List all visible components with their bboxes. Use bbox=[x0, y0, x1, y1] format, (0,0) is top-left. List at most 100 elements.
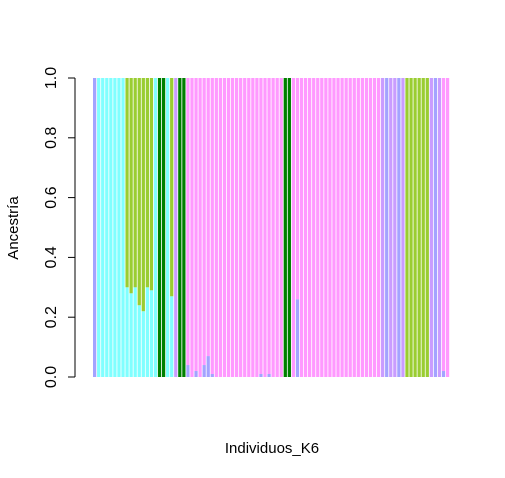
bar-segment-pink bbox=[445, 78, 450, 377]
bar-segment-lavender bbox=[259, 374, 263, 377]
bar-segment-lilac bbox=[429, 78, 433, 377]
bar-segment-olive bbox=[413, 78, 417, 377]
bar-segment-green bbox=[182, 78, 186, 377]
bar-segment-lavender bbox=[397, 78, 401, 377]
bar-segment-cyan bbox=[133, 287, 137, 377]
bar-segment-olive bbox=[405, 78, 409, 377]
bar-segment-cyan bbox=[141, 311, 145, 377]
bar-segment-pink bbox=[316, 78, 320, 377]
bar-segment-lavender bbox=[295, 299, 300, 377]
bar-segment-olive bbox=[133, 78, 137, 288]
bar-segment-pink bbox=[364, 78, 369, 377]
bar-segment-cyan bbox=[166, 78, 170, 377]
bar-segment-pink bbox=[352, 78, 356, 377]
bar-segment-lavender bbox=[441, 371, 446, 377]
bar-segment-pink bbox=[230, 78, 235, 377]
bar-segment-pink bbox=[190, 78, 194, 377]
bar-segment-cyan bbox=[125, 287, 129, 377]
bar-segment-cyan bbox=[117, 78, 121, 377]
bar-segment-pink bbox=[243, 78, 247, 377]
bar-segment-lavender bbox=[202, 365, 206, 377]
bar-segment-pink bbox=[186, 78, 190, 366]
bar-segment-pink bbox=[299, 78, 304, 377]
bar-segment-pink bbox=[194, 78, 198, 372]
bar-segment-pink bbox=[368, 78, 373, 377]
y-tick-label: 0.4 bbox=[43, 246, 60, 268]
bar-segment-pink bbox=[275, 78, 279, 377]
bar-segment-cyan bbox=[97, 78, 101, 377]
bar-segment-pink bbox=[271, 78, 275, 377]
bar-segment-lilac bbox=[174, 78, 178, 377]
bar-segment-lavender bbox=[206, 356, 210, 377]
bar-segment-pink bbox=[340, 78, 344, 377]
bar-segment-pink bbox=[336, 78, 340, 377]
bar-segment-cyan bbox=[105, 78, 109, 377]
bar-segment-pink bbox=[312, 78, 316, 377]
bar-segment-lavender bbox=[194, 371, 198, 377]
bar-segment-pink bbox=[210, 78, 214, 375]
y-tick-label: 1.0 bbox=[43, 67, 60, 89]
bar-segment-cyan bbox=[113, 78, 117, 377]
bar-segment-pink bbox=[214, 78, 218, 377]
bar-segment-cyan bbox=[170, 296, 174, 377]
bar-segment-olive bbox=[421, 78, 425, 377]
bar-segment-pink bbox=[291, 78, 296, 377]
bar-segment-green bbox=[283, 78, 287, 377]
bar-segment-cyan bbox=[145, 287, 149, 377]
bar-segment-pink bbox=[247, 78, 251, 377]
bar-segment-pink bbox=[226, 78, 231, 377]
bar-segment-lilac bbox=[393, 78, 397, 377]
bar-segment-pink bbox=[222, 78, 227, 377]
bar-segment-lavender bbox=[186, 365, 190, 377]
bar-segment-lavender bbox=[267, 374, 271, 377]
y-tick-label: 0.8 bbox=[43, 127, 60, 149]
bar-segment-olive bbox=[125, 78, 129, 288]
bar-segment-lilac bbox=[381, 78, 385, 377]
bar-segment-pink bbox=[202, 78, 206, 366]
bar-segment-olive bbox=[141, 78, 145, 312]
bar-segment-olive bbox=[417, 78, 421, 377]
bar-segment-pink bbox=[239, 78, 243, 377]
bar-segment-pink bbox=[259, 78, 263, 375]
bar-segment-olive bbox=[129, 78, 133, 294]
bar-segment-pink bbox=[263, 78, 267, 377]
bar-segment-cyan bbox=[109, 78, 113, 377]
bar-segment-pink bbox=[320, 78, 324, 377]
bar-segment-pink bbox=[198, 78, 202, 377]
bar-segment-pink bbox=[234, 78, 239, 377]
bar-segment-pink bbox=[206, 78, 210, 357]
bar-segment-pink bbox=[356, 78, 360, 377]
bar-segment-pink bbox=[218, 78, 223, 377]
bar-segment-pink bbox=[324, 78, 328, 377]
bar-segment-olive bbox=[137, 78, 141, 306]
bar-segment-lilac bbox=[401, 78, 405, 377]
bar-segment-olive bbox=[409, 78, 413, 377]
bar-segment-green bbox=[178, 78, 182, 377]
bar-segment-pink bbox=[328, 78, 332, 377]
bar-segment-olive bbox=[425, 78, 429, 377]
bar-segment-lavender bbox=[210, 374, 214, 377]
y-axis-label: Ancestría bbox=[5, 196, 22, 260]
bar-segment-cyan bbox=[137, 305, 141, 377]
bar-segment-olive bbox=[145, 78, 149, 288]
bar-segment-pink bbox=[348, 78, 352, 377]
bar-segment-pink bbox=[303, 78, 308, 377]
bar-segment-olive bbox=[149, 78, 154, 291]
bar-segment-pink bbox=[332, 78, 336, 377]
bar-segment-cyan bbox=[153, 78, 158, 377]
bar-segment-pink bbox=[308, 78, 312, 377]
bar-segment-lilac bbox=[389, 78, 393, 377]
bar-segment-cyan bbox=[121, 78, 125, 377]
y-axis: 0.0 0.2 0.4 0.6 0.8 1.0 bbox=[43, 67, 76, 388]
y-tick-label: 0.0 bbox=[43, 366, 60, 388]
ancestry-bars bbox=[93, 78, 450, 377]
bar-segment-pink bbox=[279, 78, 283, 377]
bar-segment-lavender bbox=[385, 78, 389, 377]
bar-segment-green bbox=[161, 78, 166, 377]
y-tick-label: 0.2 bbox=[43, 306, 60, 328]
bar-segment-pink bbox=[344, 78, 348, 377]
y-tick-label: 0.6 bbox=[43, 186, 60, 208]
bar-segment-pink bbox=[376, 78, 381, 377]
x-axis-label: Individuos_K6 bbox=[225, 440, 319, 457]
